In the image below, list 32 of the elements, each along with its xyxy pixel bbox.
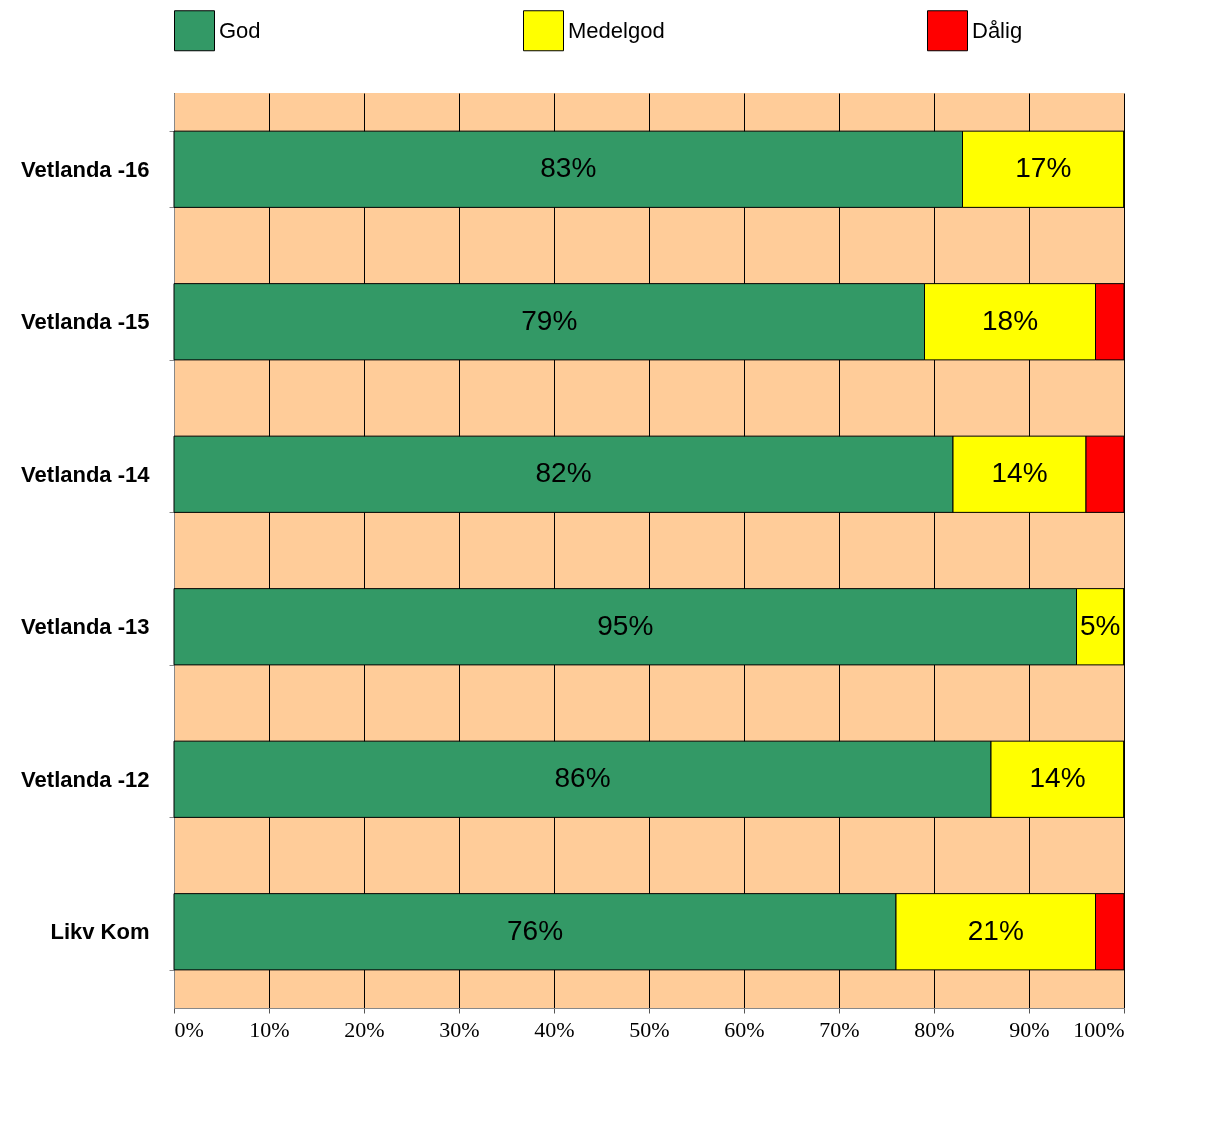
y-tick-label: Vetlanda -13 (21, 614, 150, 640)
x-tick-label: 20% (344, 1016, 385, 1042)
data-label: 17% (1015, 152, 1072, 184)
y-tick-label: Likv Kom (50, 919, 150, 945)
x-tick-label: 70% (819, 1016, 860, 1042)
data-label: 14% (1029, 762, 1086, 794)
x-tick-label: 0% (174, 1016, 204, 1042)
x-tick-label: 10% (249, 1016, 290, 1042)
legend-label: Medelgod (568, 17, 665, 43)
x-tick-label: 100% (1073, 1016, 1125, 1042)
data-label: 86% (554, 762, 611, 794)
x-tick-label: 80% (914, 1016, 955, 1042)
x-tick-label: 40% (534, 1016, 575, 1042)
data-label: 83% (540, 152, 597, 184)
data-label: 21% (967, 914, 1024, 946)
x-tick-label: 60% (724, 1016, 765, 1042)
x-tick-label: 50% (629, 1016, 670, 1042)
data-label: 82% (535, 457, 592, 489)
data-label: 95% (597, 609, 654, 641)
data-label: 5% (1080, 609, 1121, 641)
data-label: 14% (991, 457, 1048, 489)
data-label: 18% (981, 304, 1039, 336)
x-tick-label: 30% (439, 1016, 480, 1042)
y-tick-label: Vetlanda -12 (21, 766, 150, 792)
x-tick-label: 90% (1009, 1016, 1050, 1042)
y-tick-label: Vetlanda -15 (21, 309, 150, 335)
y-tick-label: Vetlanda -16 (21, 156, 150, 182)
legend-label: Dålig (972, 17, 1023, 43)
data-label: 79% (521, 304, 578, 336)
y-tick-label: Vetlanda -14 (21, 461, 151, 487)
data-label: 76% (506, 914, 564, 946)
legend-label: God (219, 17, 261, 43)
